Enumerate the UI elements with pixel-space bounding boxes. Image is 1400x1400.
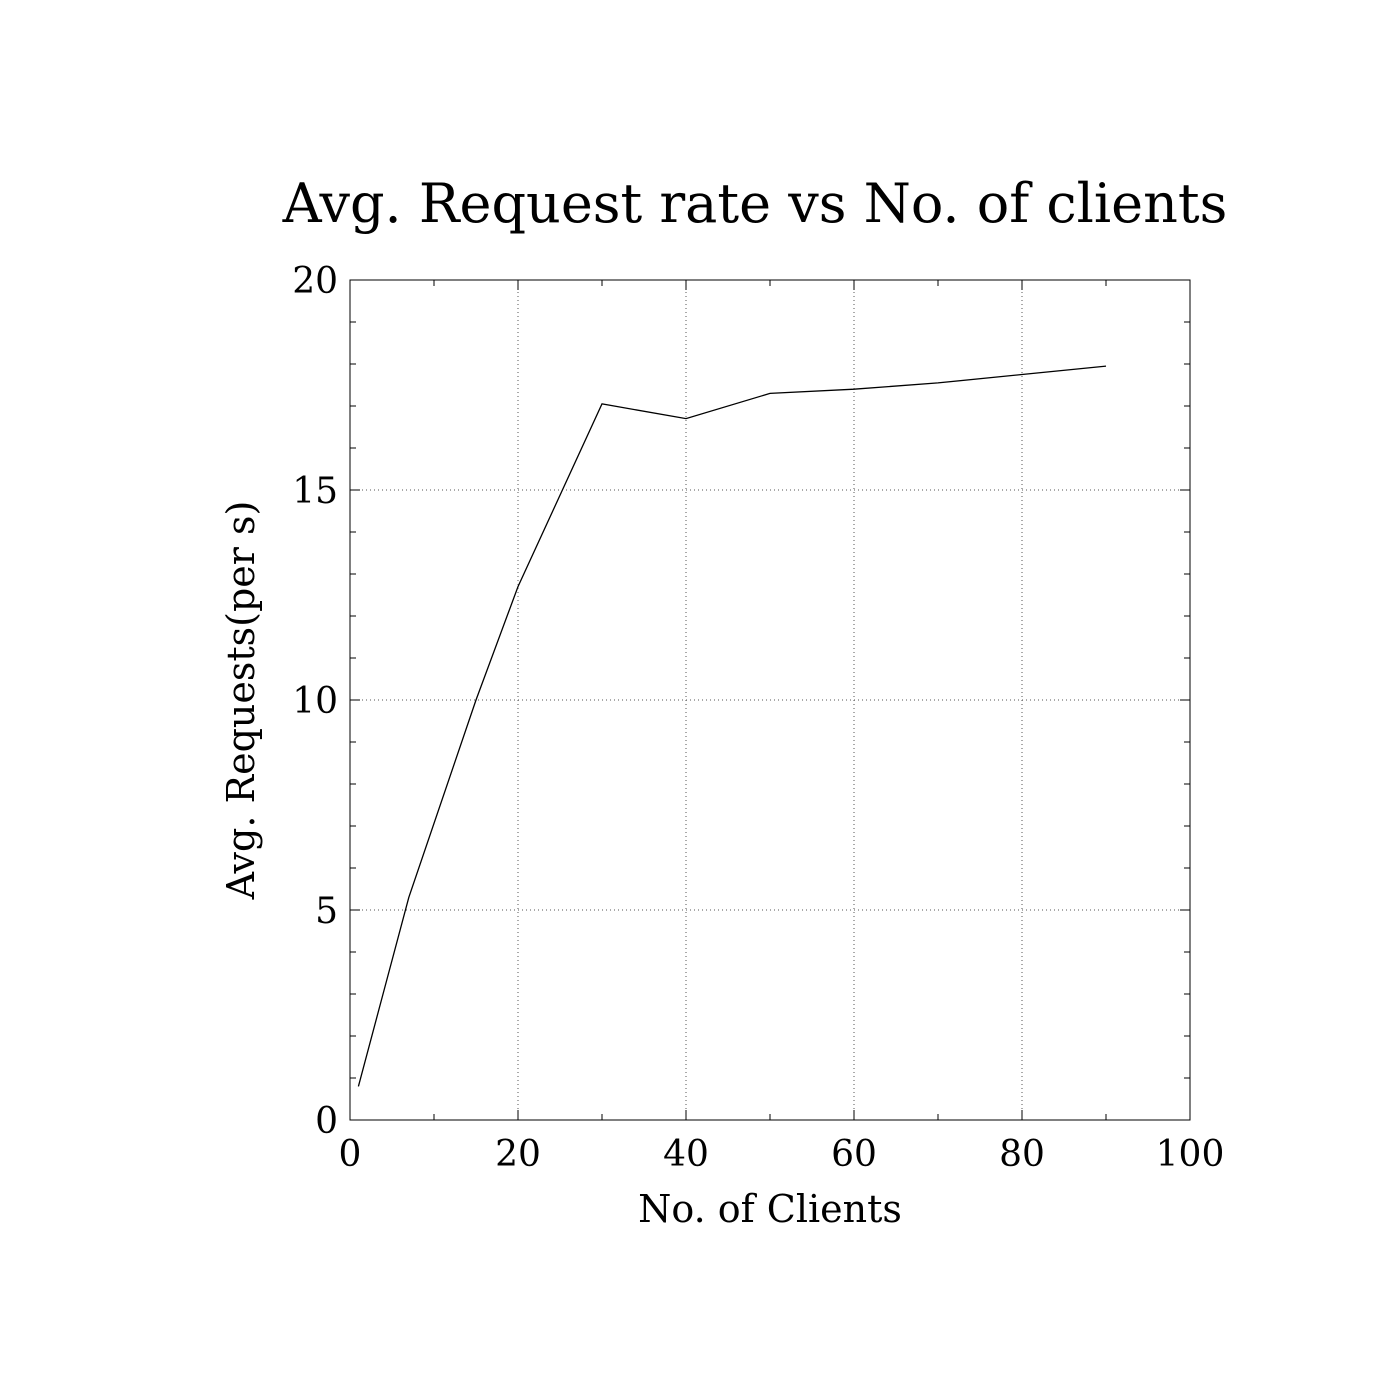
- y-tick-label: 10: [292, 681, 338, 722]
- x-tick-label: 20: [495, 1134, 541, 1175]
- y-tick-label: 20: [292, 261, 338, 302]
- series-layer: [357, 365, 1107, 1087]
- x-tick-label: 40: [663, 1134, 709, 1175]
- x-tick-label: 60: [831, 1134, 877, 1175]
- y-tick-label: 5: [315, 891, 338, 932]
- y-tick-labels: 0 5 10 15 20: [292, 261, 338, 1142]
- y-axis-label: Avg. Requests(per s): [219, 501, 263, 901]
- x-axis-label: No. of Clients: [638, 1187, 902, 1231]
- plot-frame: [349, 279, 1191, 1121]
- grid-lines: [350, 280, 1190, 1120]
- x-tick-labels: 0 20 40 60 80 100: [339, 1134, 1225, 1175]
- y-tick-label: 15: [292, 471, 338, 512]
- chart-title: Avg. Request rate vs No. of clients: [282, 172, 1228, 235]
- x-tick-label: 0: [339, 1134, 362, 1175]
- series-line-0: [357, 365, 1107, 1087]
- x-tick-label: 80: [999, 1134, 1045, 1175]
- y-tick-label: 0: [315, 1101, 338, 1142]
- x-tick-label: 100: [1156, 1134, 1225, 1175]
